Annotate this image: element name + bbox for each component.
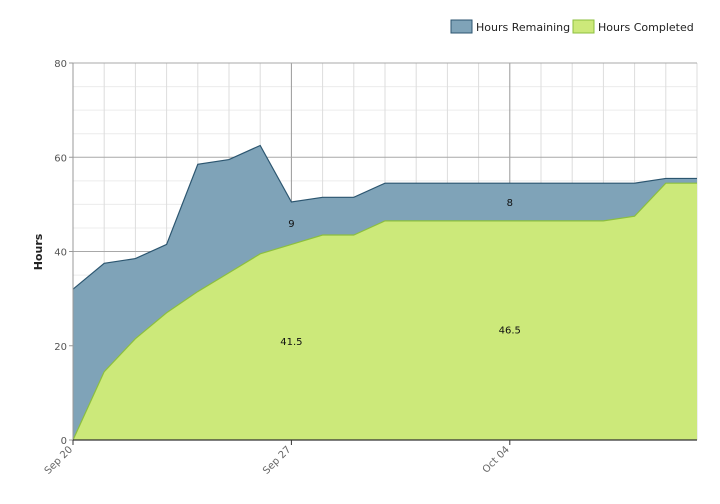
y-tick-label: 40 xyxy=(54,248,67,259)
legend-label-remaining: Hours Remaining xyxy=(476,21,570,34)
data-label: 9 xyxy=(288,219,294,230)
legend-label-completed: Hours Completed xyxy=(598,21,694,34)
legend-swatch-completed xyxy=(572,19,595,34)
series-line-hours-remaining xyxy=(72,144,697,290)
y-tick-label: 20 xyxy=(54,342,67,353)
data-label: 41.5 xyxy=(280,337,302,348)
legend-swatch-remaining xyxy=(450,19,473,34)
y-tick-label: 0 xyxy=(61,436,67,447)
x-tick-label: Oct 04 xyxy=(481,444,512,475)
x-tick-label: Sep 27 xyxy=(261,444,293,476)
legend: Hours Remaining Hours Completed xyxy=(450,19,694,34)
y-axis-label: Hours xyxy=(32,233,45,270)
x-tick-label: Sep 20 xyxy=(43,444,75,476)
series-area-hours-completed xyxy=(73,183,697,440)
series-area-hours-remaining xyxy=(73,145,697,440)
data-label: 46.5 xyxy=(499,325,521,336)
series-line-hours-completed xyxy=(72,182,697,441)
y-tick-label: 80 xyxy=(54,59,67,70)
y-tick-label: 60 xyxy=(54,153,67,164)
data-label: 8 xyxy=(507,198,513,209)
